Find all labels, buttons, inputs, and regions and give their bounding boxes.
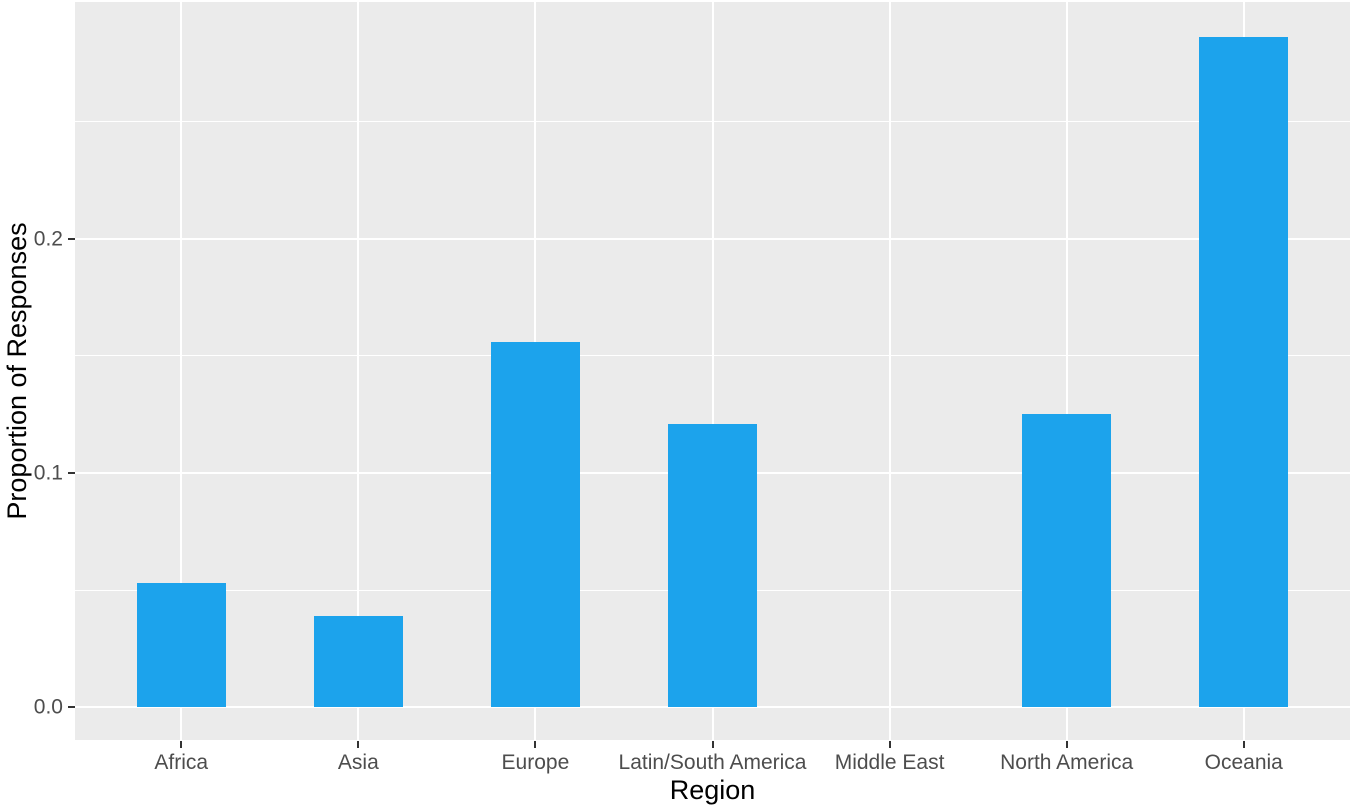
bar-asia — [314, 615, 403, 708]
y-tick-mark — [68, 237, 75, 240]
y-tick-label: 0.2 — [33, 227, 63, 251]
x-tick-label: Oceania — [1204, 751, 1283, 774]
x-tick-label: North America — [1000, 751, 1134, 774]
gridline-x — [711, 2, 714, 740]
x-tick-label: Asia — [337, 751, 379, 774]
bar-europe — [491, 341, 580, 708]
y-tick-mark — [68, 706, 75, 709]
x-tick-mark — [534, 741, 537, 748]
bar-north-america — [1022, 414, 1111, 708]
gridline-x — [888, 2, 891, 740]
y-tick-mark — [68, 471, 75, 474]
x-tick-label: Africa — [154, 751, 209, 774]
bar-latin-south-america — [668, 423, 757, 708]
x-tick-label: Middle East — [834, 751, 945, 774]
x-tick-mark — [180, 741, 183, 748]
x-tick-mark — [711, 741, 714, 748]
bar-oceania — [1199, 37, 1288, 708]
y-tick-label: 0.1 — [33, 461, 63, 485]
y-axis: 0.0 0.1 0.2 — [0, 2, 75, 740]
y-tick-label: 0.0 — [33, 695, 63, 719]
bar-africa — [136, 583, 226, 708]
x-axis: Africa Asia Europe Latin/South America Middl… — [75, 740, 1350, 808]
gridline-x — [1065, 2, 1068, 740]
x-tick-label: Europe — [501, 751, 570, 774]
gridline-x — [180, 2, 183, 740]
x-tick-mark — [888, 741, 891, 748]
x-tick-mark — [1065, 741, 1068, 748]
x-tick-mark — [1242, 741, 1245, 748]
y-axis-title: Proportion of Responses — [2, 222, 32, 520]
x-tick-label: Latin/South America — [618, 751, 807, 774]
x-tick-mark — [357, 741, 360, 748]
gridline-x — [357, 2, 360, 740]
x-axis-title: Region — [669, 775, 756, 805]
plot-panel — [75, 2, 1350, 740]
